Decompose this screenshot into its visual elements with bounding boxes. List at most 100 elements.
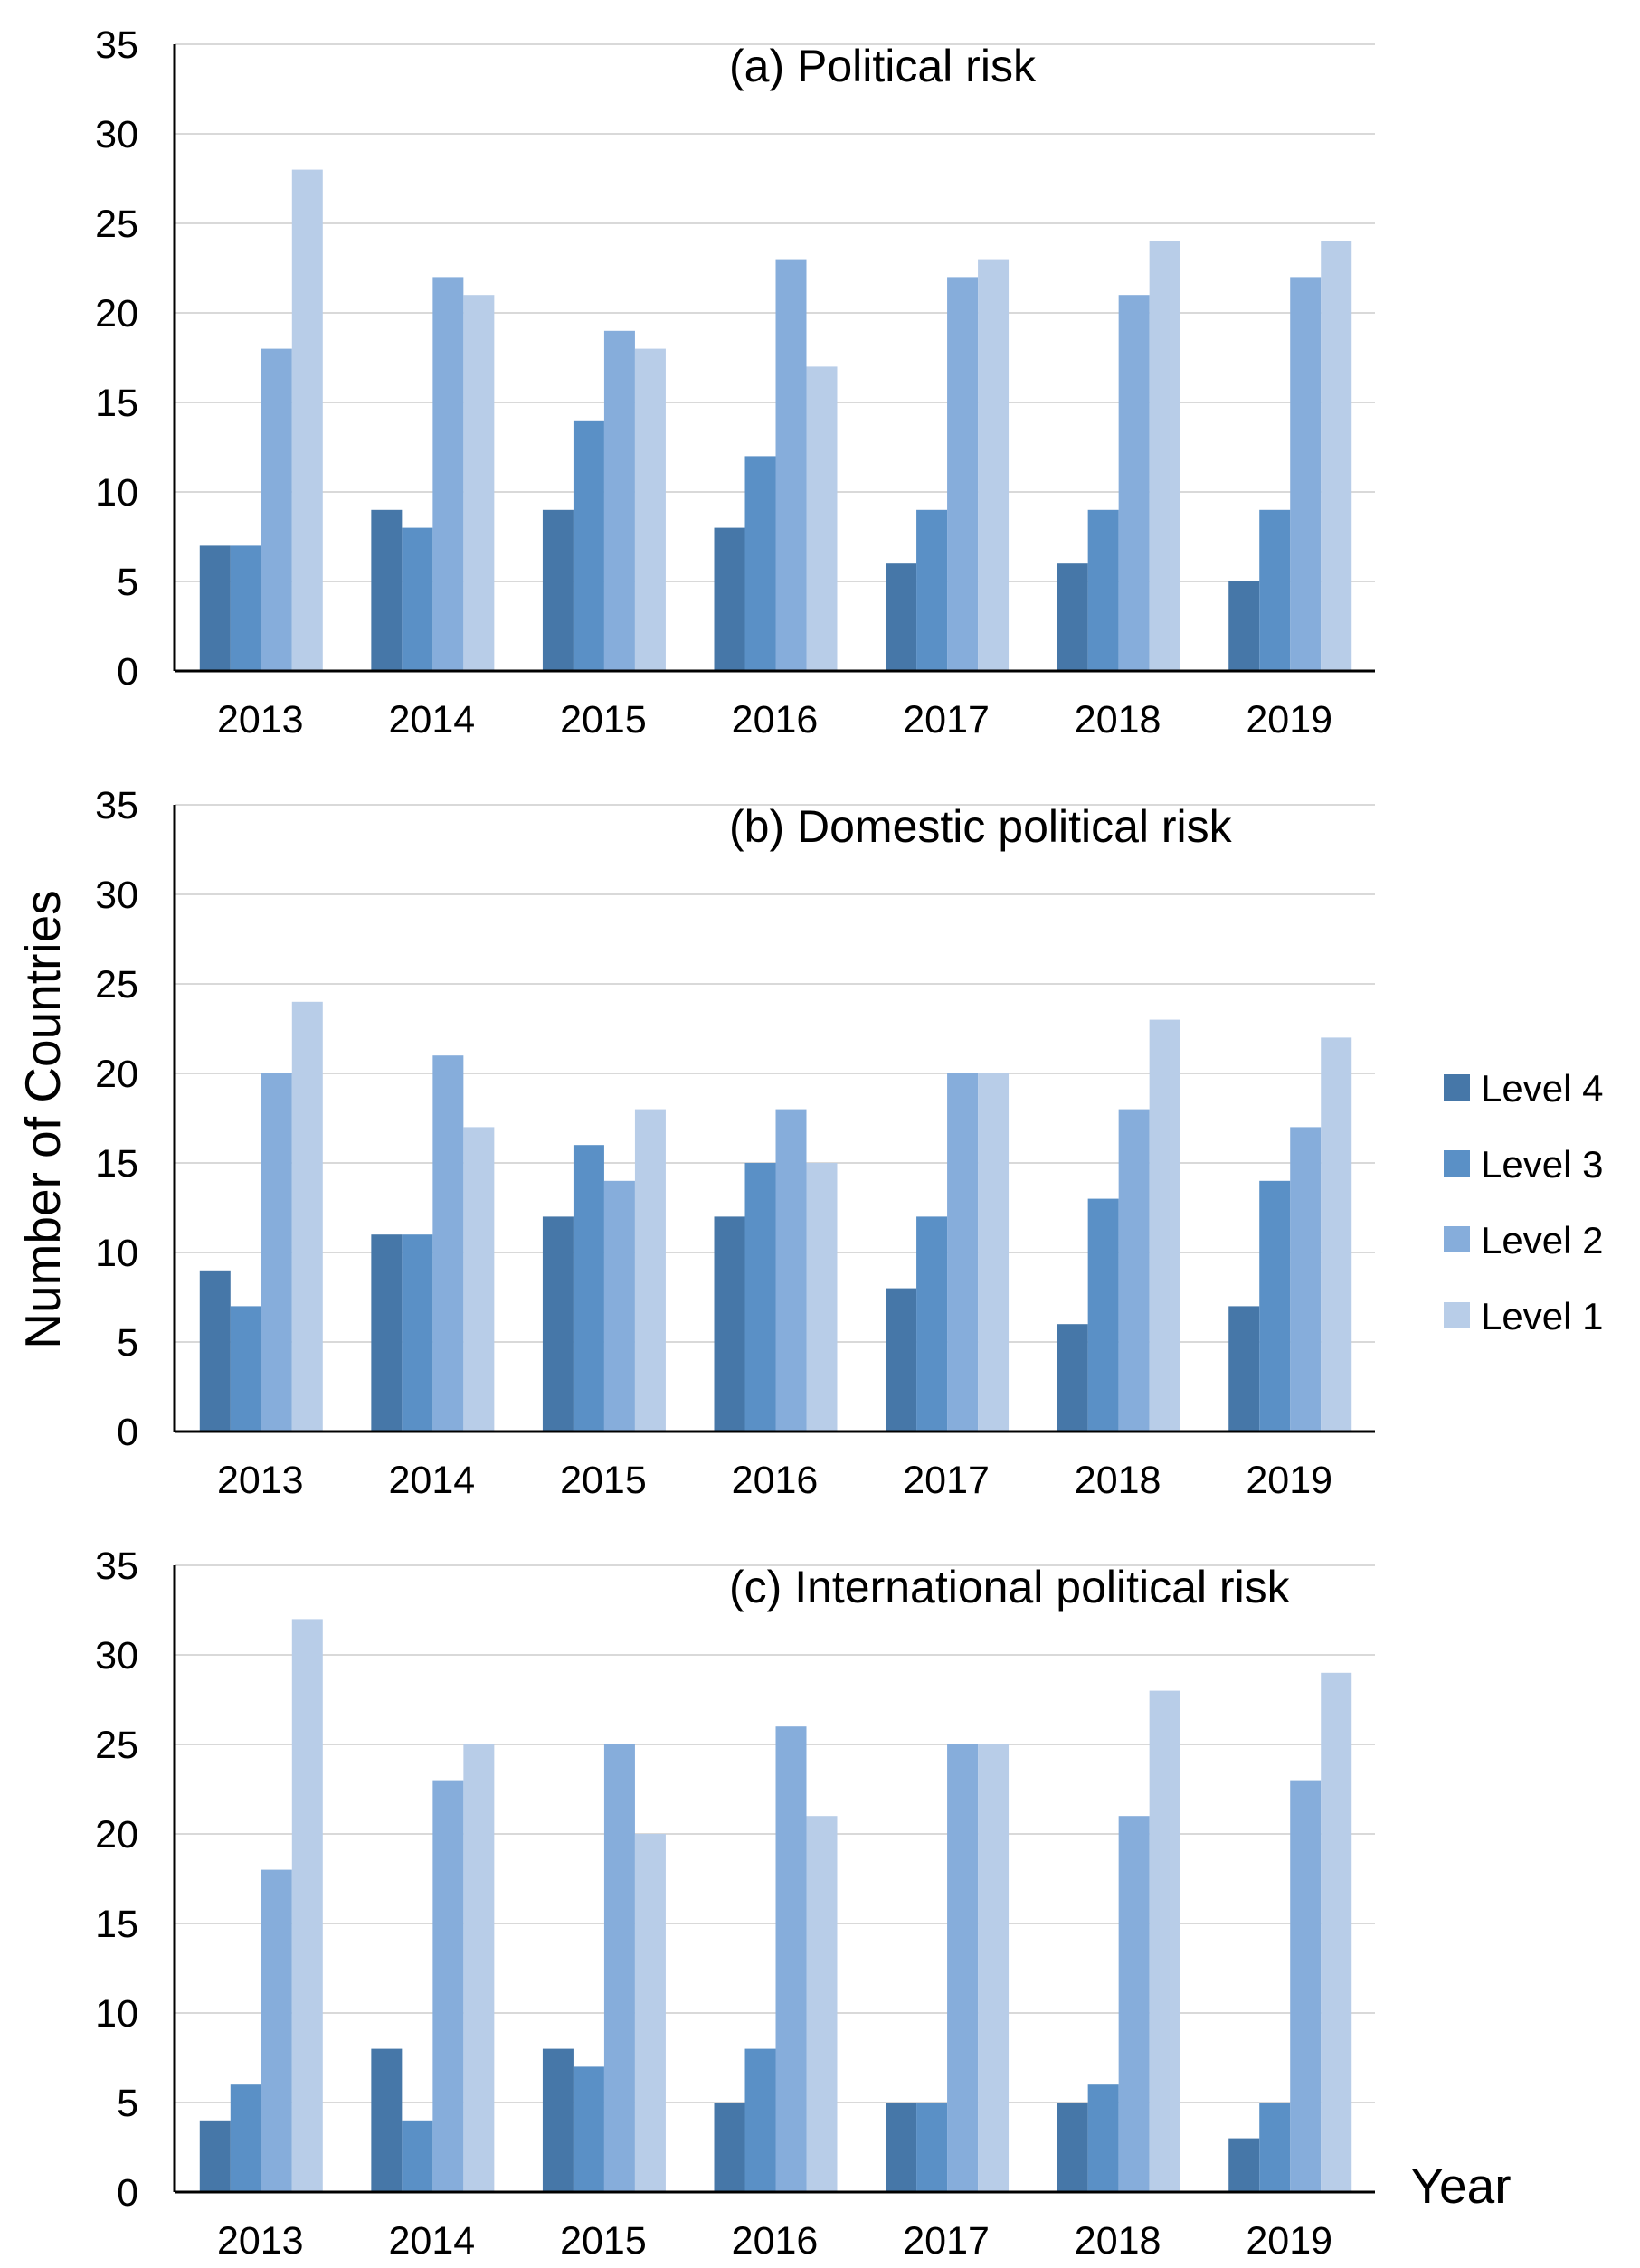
bar-level-1-2019: [1321, 1672, 1352, 2192]
bar-level-1-2017: [978, 1073, 1010, 1432]
bar-level-4-2013: [199, 1270, 231, 1432]
bar-level-3-2016: [744, 1163, 776, 1432]
x-tick-label: 2017: [903, 1459, 990, 1502]
bar-level-2-2014: [432, 277, 464, 671]
bar-level-1-2016: [806, 366, 838, 671]
panel-title: (a) Political risk: [729, 41, 1037, 91]
bar-level-4-2016: [714, 527, 745, 671]
bar-level-2-2018: [1118, 1109, 1150, 1432]
bar-level-3-2013: [230, 1306, 261, 1432]
legend-label-level-2: Level 2: [1481, 1219, 1603, 1262]
legend-swatch-level-2: [1444, 1226, 1470, 1252]
bar-level-1-2018: [1149, 1019, 1180, 1432]
legend-swatch-level-1: [1444, 1302, 1470, 1328]
bar-level-1-2014: [463, 1127, 495, 1432]
y-tick-label: 30: [95, 113, 138, 156]
x-tick-label: 2013: [217, 2219, 304, 2263]
bar-level-1-2014: [463, 295, 495, 671]
y-tick-label: 15: [95, 382, 138, 425]
x-tick-label: 2014: [389, 1459, 476, 1502]
bar-level-2-2014: [432, 1780, 464, 2192]
legend-swatch-level-3: [1444, 1150, 1470, 1177]
bar-level-3-2019: [1259, 1180, 1291, 1432]
x-tick-label: 2013: [217, 1459, 304, 1502]
x-tick-label: 2017: [903, 698, 990, 742]
bar-level-1-2015: [634, 1834, 666, 2192]
y-tick-label: 20: [95, 292, 138, 335]
bar-level-1-2018: [1149, 241, 1180, 671]
y-tick-label: 10: [95, 1232, 138, 1275]
y-tick-label: 30: [95, 1634, 138, 1677]
bar-level-2-2014: [432, 1055, 464, 1432]
y-tick-label: 25: [95, 1724, 138, 1767]
bar-level-2-2019: [1290, 1780, 1322, 2192]
bar-level-3-2017: [916, 1216, 948, 1432]
bar-level-2-2016: [775, 1109, 807, 1432]
y-tick-label: 35: [95, 784, 138, 827]
y-axis-title: Number of Countries: [14, 890, 71, 1348]
y-tick-label: 5: [117, 561, 138, 604]
x-axis-title: Year: [1410, 2158, 1511, 2214]
y-tick-label: 10: [95, 471, 138, 515]
bar-level-3-2016: [744, 456, 776, 671]
bar-level-3-2014: [402, 527, 433, 671]
bar-level-3-2019: [1259, 2103, 1291, 2192]
x-tick-label: 2018: [1075, 698, 1161, 742]
bar-level-3-2017: [916, 2103, 948, 2192]
bar-level-1-2015: [634, 348, 666, 671]
bar-level-4-2015: [542, 1216, 574, 1432]
panel-title: (c) International political risk: [729, 1562, 1291, 1612]
x-tick-label: 2019: [1246, 1459, 1332, 1502]
bar-level-2-2013: [261, 1073, 292, 1432]
x-tick-label: 2013: [217, 698, 304, 742]
bar-level-3-2018: [1087, 2084, 1119, 2192]
bar-level-2-2015: [603, 1180, 635, 1432]
bar-level-3-2013: [230, 545, 261, 671]
bar-level-3-2015: [573, 2066, 604, 2192]
bar-level-2-2017: [947, 1744, 979, 2192]
bar-level-4-2016: [714, 1216, 745, 1432]
bar-level-4-2019: [1228, 2138, 1260, 2192]
y-tick-label: 20: [95, 1053, 138, 1096]
bar-level-2-2018: [1118, 295, 1150, 671]
bar-level-2-2015: [603, 1744, 635, 2192]
x-tick-label: 2017: [903, 2219, 990, 2263]
bar-level-4-2017: [886, 1288, 917, 1432]
bar-level-4-2017: [886, 563, 917, 671]
bar-level-1-2018: [1149, 1690, 1180, 2192]
bar-level-2-2013: [261, 1869, 292, 2192]
y-tick-label: 0: [117, 650, 138, 694]
bar-level-4-2014: [371, 1234, 403, 1432]
bar-level-3-2014: [402, 2120, 433, 2192]
bar-level-4-2018: [1057, 1324, 1088, 1432]
x-tick-label: 2018: [1075, 1459, 1161, 1502]
bar-level-3-2015: [573, 1145, 604, 1432]
panel-2: 0 5 10 15 20 25 30 35 2013 2014 2015 2016 2017 2018 20…: [95, 784, 1375, 1502]
bar-level-4-2018: [1057, 563, 1088, 671]
bar-level-2-2019: [1290, 1127, 1322, 1432]
y-tick-label: 25: [95, 963, 138, 1006]
y-tick-label: 30: [95, 874, 138, 917]
bar-level-4-2015: [542, 2048, 574, 2192]
x-tick-label: 2016: [732, 698, 819, 742]
bar-level-1-2017: [978, 259, 1010, 671]
bar-level-2-2013: [261, 348, 292, 671]
y-tick-label: 20: [95, 1813, 138, 1857]
y-tick-label: 0: [117, 2171, 138, 2215]
x-tick-label: 2018: [1075, 2219, 1161, 2263]
bar-level-3-2013: [230, 2084, 261, 2192]
bar-level-1-2014: [463, 1744, 495, 2192]
x-tick-label: 2015: [560, 698, 647, 742]
y-tick-label: 0: [117, 1411, 138, 1454]
y-tick-label: 15: [95, 1903, 138, 1946]
bar-level-4-2014: [371, 2048, 403, 2192]
legend-label-level-1: Level 1: [1481, 1295, 1603, 1337]
bar-level-4-2014: [371, 509, 403, 671]
bar-level-4-2016: [714, 2103, 745, 2192]
bar-level-3-2016: [744, 2048, 776, 2192]
bar-level-2-2016: [775, 259, 807, 671]
y-tick-label: 35: [95, 24, 138, 67]
legend-label-level-3: Level 3: [1481, 1143, 1603, 1186]
bar-level-4-2013: [199, 545, 231, 671]
